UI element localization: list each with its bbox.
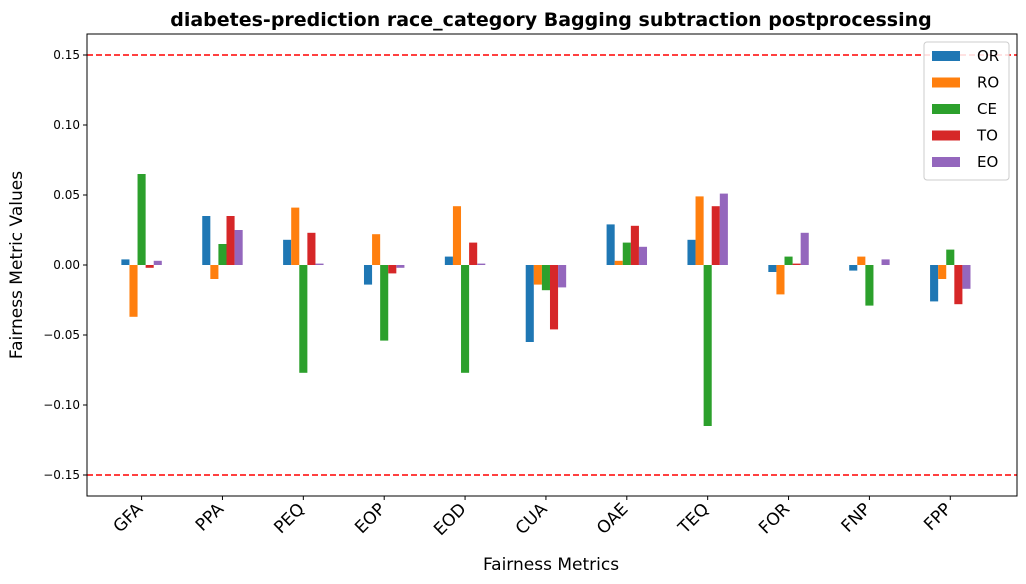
x-tick-label: FOR — [755, 499, 794, 538]
y-axis-label: Fairness Metric Values — [7, 171, 27, 359]
y-tick-label: 0.10 — [53, 118, 80, 132]
x-tick-label: EOP — [351, 499, 389, 537]
bar-or-fnp — [849, 265, 858, 271]
legend-swatch-ce — [932, 104, 960, 114]
plot-area: −0.15 −0.10 −0.05 0.00 0.05 0.10 0.15 GFA PPA PEQ… — [43, 33, 1018, 540]
bar-ro-gfa — [129, 265, 138, 317]
bar-or-fpp — [930, 265, 939, 302]
bar-eo-eod — [477, 263, 486, 265]
bar-or-gfa — [121, 259, 130, 265]
bar-or-oae — [606, 224, 615, 265]
y-tick-label: 0.00 — [53, 258, 80, 272]
bar-or-eop — [363, 265, 373, 285]
x-tick-label: GFA — [110, 499, 148, 537]
bar-ro-cua — [533, 265, 542, 285]
bar-or-eod — [444, 256, 453, 265]
bar-ce-for — [784, 256, 793, 265]
x-tick-label: PEQ — [270, 499, 308, 537]
bar-ce-gfa — [137, 174, 146, 265]
bar-ro-eop — [372, 234, 381, 265]
bar-to-oae — [630, 225, 639, 265]
bar-ro-fnp — [857, 256, 866, 265]
y-tick-label: 0.05 — [53, 188, 80, 202]
chart-title: diabetes-prediction race_category Baggin… — [170, 9, 932, 31]
bar-ce-fnp — [865, 265, 874, 306]
bar-ro-oae — [614, 260, 623, 265]
y-tick-label: −0.15 — [43, 468, 80, 482]
bar-to-gfa — [145, 265, 154, 268]
y-tick-label: −0.10 — [43, 398, 80, 412]
bar-or-ppa — [202, 216, 211, 265]
bar-ro-fpp — [938, 265, 947, 279]
bar-eo-oae — [638, 246, 648, 265]
bar-eo-gfa — [153, 260, 162, 265]
y-tick-label: 0.15 — [53, 48, 80, 62]
bar-to-fpp — [954, 265, 963, 305]
legend-swatch-or — [932, 51, 960, 61]
legend-label-ro: RO — [977, 74, 999, 92]
bar-or-for — [768, 265, 777, 272]
x-tick-label: PPA — [192, 499, 228, 535]
bar-ce-teq — [703, 265, 712, 426]
bar-eo-fnp — [881, 259, 890, 265]
legend-label-eo: EO — [977, 153, 998, 171]
x-tick-label: FNP — [838, 499, 875, 536]
legend-swatch-ro — [932, 77, 960, 88]
bar-ro-for — [776, 265, 785, 295]
bar-ce-oae — [622, 242, 631, 265]
bar-to-teq — [711, 206, 720, 265]
x-tick-label: TEQ — [674, 499, 713, 538]
bar-to-peq — [307, 232, 316, 265]
bar-eo-ppa — [234, 230, 243, 265]
bar-eo-peq — [315, 263, 324, 265]
bar-ce-peq — [299, 265, 308, 373]
bar-ce-fpp — [946, 249, 955, 265]
legend-label-ce: CE — [977, 100, 997, 118]
chart-legend: OR RO CE TO EO — [923, 41, 1010, 181]
bar-eo-teq — [719, 193, 728, 265]
x-tick-label: FPP — [920, 499, 956, 535]
bar-ce-eod — [461, 265, 470, 373]
bar-eo-fpp — [962, 265, 971, 289]
bar-ro-peq — [291, 207, 300, 265]
bar-to-eod — [469, 242, 478, 265]
bar-ro-ppa — [210, 265, 219, 279]
bar-ro-teq — [695, 196, 704, 265]
legend-box — [923, 41, 1010, 181]
x-tick-label: CUA — [512, 499, 552, 539]
legend-swatch-eo — [932, 157, 960, 167]
legend-label-to: TO — [976, 127, 998, 145]
bar-ce-ppa — [218, 244, 227, 265]
bar-or-peq — [283, 239, 292, 265]
legend-swatch-to — [932, 130, 960, 141]
x-tick-label: EOD — [430, 499, 470, 539]
bar-eo-for — [800, 232, 809, 265]
bar-to-eop — [388, 265, 397, 274]
bar-to-for — [792, 263, 801, 265]
bar-or-cua — [525, 265, 534, 342]
legend-label-or: OR — [977, 47, 999, 65]
bar-eo-eop — [396, 265, 405, 268]
bar-ce-cua — [541, 265, 550, 291]
bar-or-teq — [687, 239, 696, 265]
bar-ce-eop — [380, 265, 389, 341]
x-tick-label: OAE — [593, 499, 632, 538]
y-tick-label: −0.05 — [43, 328, 80, 342]
bar-to-ppa — [226, 216, 235, 265]
x-axis-label: Fairness Metrics — [483, 555, 619, 575]
bar-to-cua — [549, 265, 559, 330]
bar-eo-cua — [558, 265, 567, 288]
bar-ro-eod — [452, 206, 462, 265]
